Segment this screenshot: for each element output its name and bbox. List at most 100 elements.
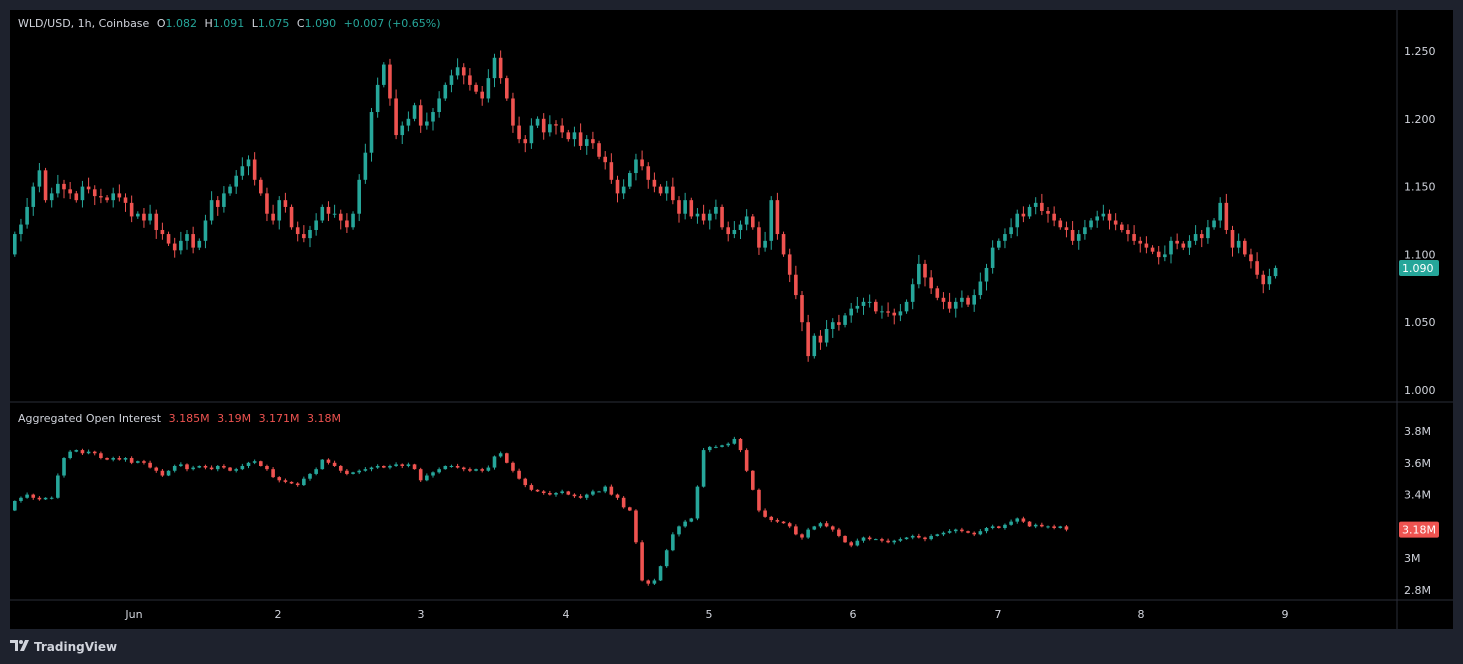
price-candle	[677, 196, 681, 223]
price-candle	[615, 175, 620, 203]
price-candle	[953, 297, 958, 318]
price-candle	[148, 204, 152, 225]
price-body	[929, 277, 933, 289]
oi-body	[695, 486, 700, 519]
price-body	[197, 240, 202, 248]
oi-candle	[412, 463, 417, 470]
tradingview-footer[interactable]: TradingView	[10, 637, 117, 657]
oi-body	[597, 491, 601, 493]
oi-candle	[732, 436, 737, 445]
oi-body	[320, 459, 325, 470]
price-candle	[997, 238, 1001, 251]
price-body	[431, 112, 435, 122]
oi-candle	[787, 521, 792, 529]
price-body	[363, 152, 368, 180]
oi-body	[474, 469, 478, 471]
price-body	[277, 200, 282, 221]
chart-canvas[interactable]: 1.250 1.200 1.150 1.100 1.050 1.000 3.8M 3.6M 3.…	[10, 10, 1453, 629]
price-candle	[1089, 218, 1093, 230]
price-tick-label: 1.250	[1404, 45, 1436, 58]
oi-body	[732, 438, 737, 444]
oi-candle	[271, 467, 275, 479]
price-candle	[849, 302, 853, 323]
price-candle	[49, 187, 54, 208]
price-body	[443, 84, 448, 99]
price-candle	[302, 225, 306, 243]
oi-candle	[548, 490, 552, 496]
price-candle	[1243, 238, 1247, 257]
oi-body	[800, 534, 804, 538]
oi-body	[13, 500, 17, 511]
oi-body	[867, 537, 872, 540]
price-candle	[369, 107, 374, 162]
oi-candle	[289, 481, 294, 485]
oi-body	[259, 461, 263, 466]
price-candle	[517, 116, 521, 144]
oi-candle	[1064, 525, 1069, 532]
oi-candle	[517, 468, 521, 480]
price-candle	[591, 131, 595, 149]
oi-body	[111, 458, 115, 460]
price-body	[658, 186, 663, 194]
price-candle	[486, 69, 491, 103]
price-candle	[578, 123, 583, 150]
price-candle	[326, 201, 331, 222]
price-body	[1070, 229, 1075, 241]
oi-tick-label: 2.8M	[1404, 584, 1431, 597]
oi-body	[191, 467, 195, 470]
price-candle	[511, 92, 515, 133]
indicator-legend[interactable]: Aggregated Open Interest 3.185M 3.19M 3.…	[18, 412, 345, 425]
price-body	[511, 98, 515, 126]
symbol-legend[interactable]: WLD/USD, 1h, Coinbase O1.082 H1.091 L1.0…	[18, 17, 445, 30]
price-body	[1095, 216, 1099, 221]
price-body	[1058, 220, 1063, 228]
price-candle	[935, 285, 940, 301]
price-body	[892, 312, 897, 316]
oi-body	[763, 510, 767, 517]
oi-body	[609, 486, 614, 495]
price-body	[37, 170, 42, 187]
price-candle	[744, 209, 749, 231]
oi-candle	[431, 471, 435, 478]
oi-body	[492, 456, 497, 468]
price-candle	[874, 299, 878, 314]
price-body	[695, 213, 700, 217]
price-body	[1243, 240, 1247, 255]
open-label: O	[156, 17, 166, 30]
price-body	[1218, 202, 1222, 221]
price-candle	[621, 179, 626, 200]
oi-body	[935, 534, 940, 536]
price-candle	[277, 196, 282, 230]
oi-candle	[738, 437, 743, 453]
price-body	[775, 200, 780, 235]
price-candle	[1138, 236, 1143, 253]
time-tick-label: 9	[1282, 608, 1289, 621]
oi-candle	[111, 456, 115, 462]
price-candle	[461, 63, 466, 85]
price-candle	[203, 214, 208, 249]
time-tick-label: 5	[706, 608, 713, 621]
oi-candle	[886, 538, 890, 544]
price-body	[861, 301, 866, 306]
oi-body	[511, 462, 515, 471]
price-body	[338, 213, 343, 221]
price-candle	[1193, 225, 1198, 245]
price-candle	[191, 226, 195, 254]
oi-body	[886, 540, 890, 543]
oi-body	[468, 469, 472, 471]
price-candle	[1273, 265, 1278, 279]
chart-frame[interactable]: 1.250 1.200 1.150 1.100 1.050 1.000 3.8M 3.6M 3.…	[10, 10, 1453, 629]
price-body	[1169, 240, 1173, 255]
price-candle	[1150, 245, 1155, 255]
price-body	[898, 311, 903, 316]
price-body	[1015, 213, 1020, 228]
price-body	[707, 213, 712, 221]
price-body	[529, 125, 534, 144]
price-tick-label: 1.000	[1404, 384, 1436, 397]
oi-body	[720, 445, 724, 447]
price-candle	[1027, 204, 1032, 219]
price-body	[800, 295, 804, 323]
price-candle	[505, 75, 509, 101]
oi-candle	[535, 489, 540, 492]
price-body	[1144, 243, 1149, 248]
